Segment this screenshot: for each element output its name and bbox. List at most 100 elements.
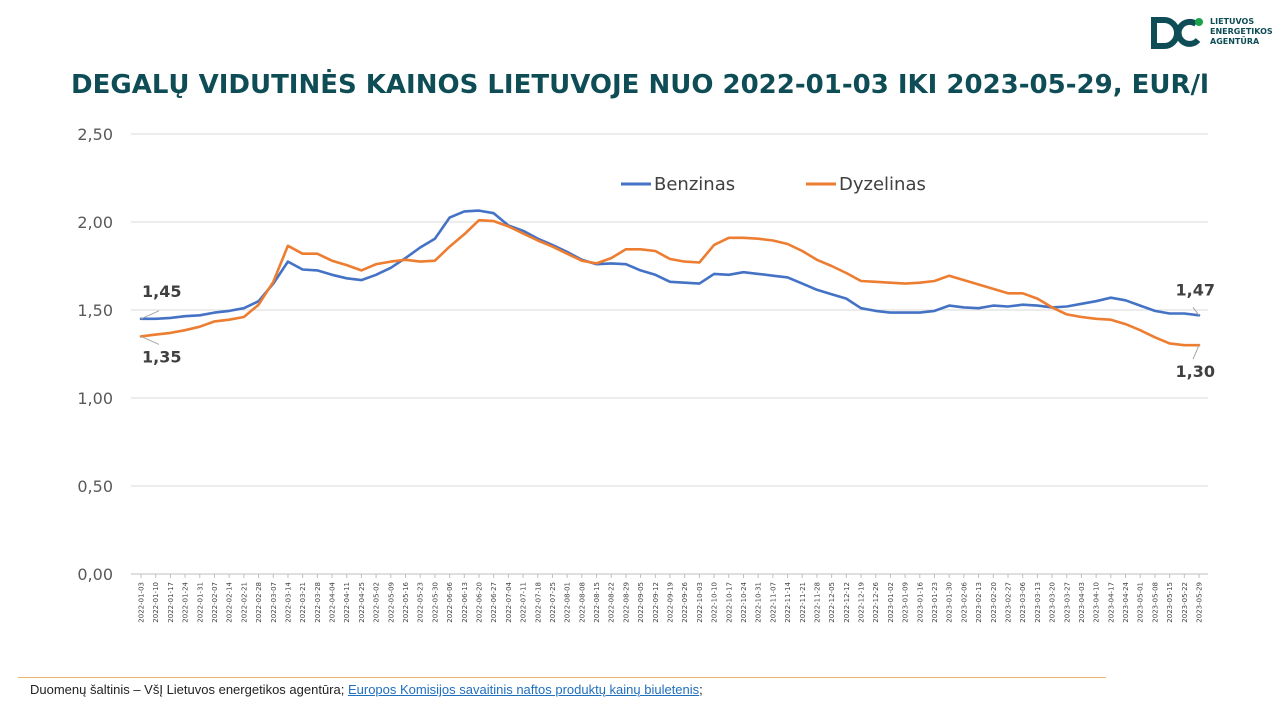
series-lines xyxy=(139,209,1201,347)
grid-lines xyxy=(131,133,1208,575)
x-tick-label: 2022-10-31 xyxy=(755,582,763,623)
data-label: 1,47 xyxy=(1176,280,1215,299)
source-note: Duomenų šaltinis – VšĮ Lietuvos energeti… xyxy=(30,682,703,697)
y-tick-label: 1,00 xyxy=(77,389,113,408)
x-tick-label: 2022-11-21 xyxy=(799,582,807,623)
x-tick-label: 2022-08-15 xyxy=(593,582,601,623)
x-tick-label: 2022-09-26 xyxy=(681,581,689,622)
x-tick-label: 2022-09-05 xyxy=(637,582,645,623)
y-tick-label: 1,50 xyxy=(77,301,113,320)
data-label-leader xyxy=(1192,306,1200,316)
x-tick-label: 2022-04-11 xyxy=(343,582,351,623)
data-label: 1,35 xyxy=(142,347,181,366)
x-tick-label: 2023-05-15 xyxy=(1166,582,1174,623)
x-tick-label: 2022-11-07 xyxy=(769,582,777,623)
x-tick-label: 2022-12-19 xyxy=(858,582,866,623)
data-label: 1,45 xyxy=(142,282,181,301)
x-tick-label: 2022-01-10 xyxy=(152,582,160,623)
x-tick-label: 2023-04-10 xyxy=(1093,582,1101,623)
x-tick-label: 2022-04-04 xyxy=(329,581,337,622)
x-tick-label: 2022-04-25 xyxy=(358,582,366,623)
x-tick-label: 2023-02-27 xyxy=(1004,582,1012,623)
x-tick-label: 2022-08-08 xyxy=(578,582,586,623)
x-tick-label: 2022-11-28 xyxy=(813,582,821,623)
x-tick-label: 2023-01-30 xyxy=(946,582,954,623)
x-tick-label: 2023-03-06 xyxy=(1019,581,1027,622)
x-tick-label: 2023-04-17 xyxy=(1107,582,1115,623)
x-tick-label: 2022-02-07 xyxy=(211,582,219,623)
x-tick-label: 2023-05-08 xyxy=(1151,582,1159,623)
x-tick-label: 2022-12-05 xyxy=(828,582,836,623)
x-tick-label: 2022-12-26 xyxy=(872,581,880,622)
y-tick-label: 0,50 xyxy=(77,477,113,496)
data-labels: 1,45 1,35 1,47 1,30 xyxy=(140,280,1215,381)
x-tick-label: 2022-02-21 xyxy=(240,582,248,623)
logo-line-2: ENERGETIKOS xyxy=(1210,27,1273,36)
x-tick-label: 2022-01-17 xyxy=(167,582,175,623)
x-tick-label: 2023-02-13 xyxy=(975,582,983,623)
x-tick-label: 2023-01-16 xyxy=(916,581,924,622)
x-tick-label: 2023-03-20 xyxy=(1049,582,1057,623)
source-link[interactable]: Europos Komisijos savaitinis naftos prod… xyxy=(347,682,700,697)
x-tick-label: 2022-01-03 xyxy=(138,582,146,623)
data-label-leader xyxy=(1192,345,1200,360)
logo-line-1: LIETUVOS xyxy=(1210,17,1255,26)
lea-logo-icon xyxy=(1151,17,1203,49)
x-tick-label: 2023-01-02 xyxy=(887,582,895,623)
x-tick-label: 2022-07-25 xyxy=(549,582,557,623)
x-tick-label: 2023-05-29 xyxy=(1196,582,1204,623)
x-tick-label: 2022-05-16 xyxy=(402,581,410,622)
x-tick-label: 2023-05-22 xyxy=(1181,582,1189,623)
x-tick-label: 2022-03-21 xyxy=(299,582,307,623)
y-axis-ticks: 0,00 0,50 1,00 1,50 2,00 2,50 xyxy=(77,125,113,584)
x-tick-label: 2022-06-06 xyxy=(446,581,454,622)
y-tick-label: 2,50 xyxy=(77,125,113,144)
x-tick-label: 2022-09-19 xyxy=(667,582,675,623)
x-tick-label: 2023-02-20 xyxy=(990,582,998,623)
x-tick-label: 2022-08-22 xyxy=(608,582,616,623)
x-tick-label: 2022-07-04 xyxy=(505,581,513,622)
x-tick-label: 2022-12-12 xyxy=(843,582,851,623)
x-tick-label: 2023-03-27 xyxy=(1063,582,1071,623)
x-tick-label: 2022-03-14 xyxy=(284,581,292,622)
y-tick-label: 2,00 xyxy=(77,213,113,232)
series-line-dyzelinas xyxy=(139,218,1201,347)
x-tick-label: 2022-03-28 xyxy=(314,582,322,623)
x-tick-label: 2022-06-27 xyxy=(490,582,498,623)
source-prefix: Duomenų šaltinis – VšĮ Lietuvos energeti… xyxy=(30,682,348,697)
x-tick-label: 2022-10-03 xyxy=(696,582,704,623)
data-label: 1,30 xyxy=(1176,362,1215,381)
source-suffix: ; xyxy=(699,682,703,697)
x-tick-label: 2022-05-30 xyxy=(431,582,439,623)
x-tick-label: 2022-05-23 xyxy=(417,582,425,623)
x-tick-label: 2022-09-12 xyxy=(652,582,660,623)
x-tick-label: 2022-01-24 xyxy=(182,581,190,622)
x-tick-label: 2022-06-13 xyxy=(461,582,469,623)
x-tick-label: 2022-10-24 xyxy=(740,581,748,622)
x-tick-label: 2022-02-14 xyxy=(226,581,234,622)
x-tick-label: 2022-02-28 xyxy=(255,582,263,623)
series-line-benzinas xyxy=(139,209,1201,321)
x-tick-label: 2022-03-07 xyxy=(270,582,278,623)
x-tick-label: 2023-04-24 xyxy=(1122,581,1130,622)
x-tick-label: 2023-01-23 xyxy=(931,582,939,623)
x-tick-label: 2023-02-06 xyxy=(960,581,968,622)
x-tick-label: 2022-10-17 xyxy=(725,582,733,623)
x-tick-label: 2022-01-31 xyxy=(196,582,204,623)
x-tick-label: 2022-08-29 xyxy=(622,582,630,623)
data-label-leader xyxy=(140,310,160,320)
x-tick-label: 2023-01-09 xyxy=(902,582,910,623)
legend: Benzinas Dyzelinas xyxy=(621,174,926,195)
x-tick-label: 2022-08-01 xyxy=(564,582,572,623)
line-chart: 0,00 0,50 1,00 1,50 2,00 2,50 2022-01-03 2022-… xyxy=(77,125,1215,623)
y-tick-label: 0,00 xyxy=(77,565,113,584)
x-tick-label: 2022-11-14 xyxy=(784,581,792,622)
x-tick-label: 2022-10-10 xyxy=(711,582,719,623)
data-label-leader xyxy=(140,335,160,345)
chart-title: DEGALŲ VIDUTINĖS KAINOS LIETUVOJE NUO 20… xyxy=(71,70,1209,100)
x-tick-label: 2022-05-09 xyxy=(387,582,395,623)
x-tick-label: 2023-05-01 xyxy=(1137,582,1145,623)
x-tick-label: 2022-05-02 xyxy=(373,582,381,623)
x-tick-label: 2022-07-18 xyxy=(534,582,542,623)
x-tick-label: 2022-06-20 xyxy=(475,582,483,623)
